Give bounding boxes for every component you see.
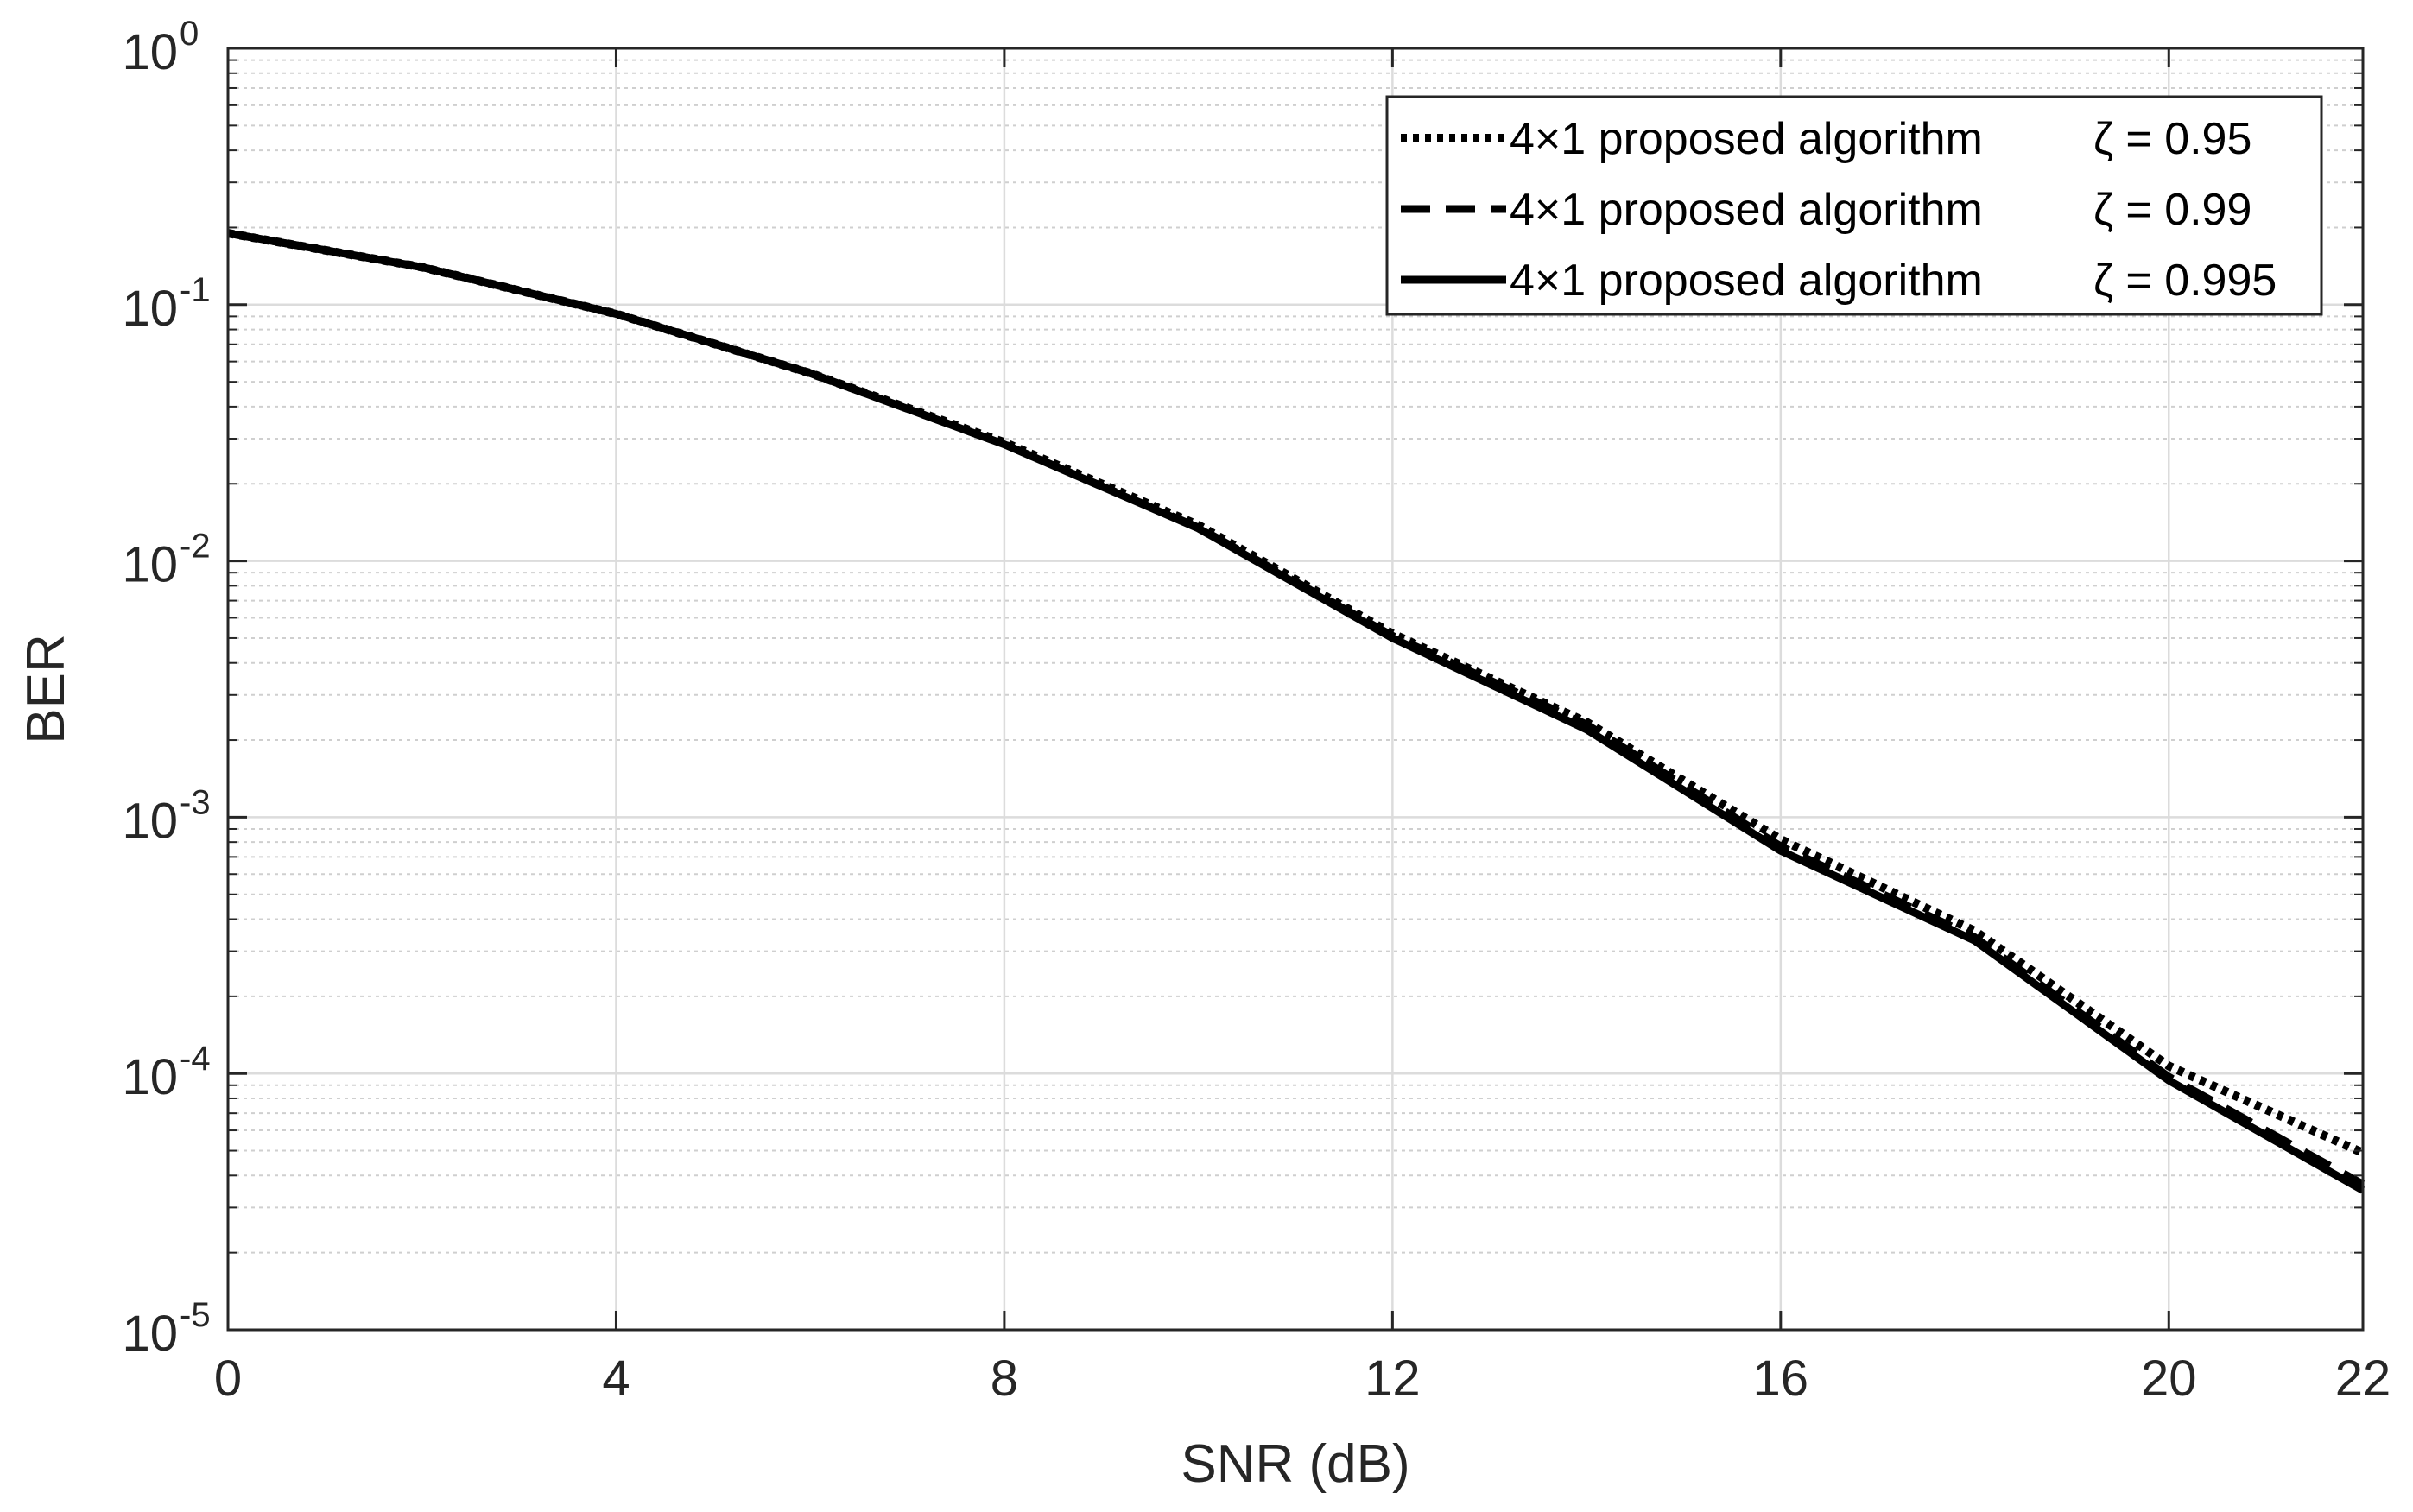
legend-label: 4×1 proposed algorithm bbox=[1510, 256, 1983, 306]
series-lines bbox=[227, 229, 2366, 1194]
y-tick-base: 10 bbox=[122, 537, 178, 593]
legend-item: 4×1 proposed algorithm ζ = 0.995 bbox=[1401, 256, 2277, 306]
axis-ticks bbox=[226, 47, 2365, 1332]
y-tick-label: 10 -4 bbox=[122, 1040, 210, 1105]
y-tick-exponent: -2 bbox=[180, 528, 211, 566]
y-tick-label: 10 -3 bbox=[122, 783, 210, 849]
y-tick-base: 10 bbox=[122, 281, 178, 337]
legend: 4×1 proposed algorithm ζ = 0.954×1 propos… bbox=[1385, 95, 2323, 316]
legend-box bbox=[1385, 95, 2323, 316]
x-tick-label: 22 bbox=[2335, 1351, 2391, 1407]
legend-parameter: ζ = 0.995 bbox=[2093, 256, 2277, 306]
y-tick-exponent: -1 bbox=[180, 271, 211, 309]
legend-item: 4×1 proposed algorithm ζ = 0.95 bbox=[1401, 114, 2252, 164]
legend-label: 4×1 proposed algorithm bbox=[1510, 114, 1983, 164]
legend-parameter: ζ = 0.95 bbox=[2093, 114, 2252, 164]
legend-item: 4×1 proposed algorithm ζ = 0.99 bbox=[1401, 185, 2252, 235]
x-tick-label: 20 bbox=[2141, 1351, 2197, 1407]
y-tick-label: 10 0 bbox=[122, 15, 199, 80]
x-tick-label: 4 bbox=[602, 1351, 630, 1407]
series-line-solid bbox=[227, 229, 2366, 1194]
x-tick-label: 16 bbox=[1753, 1351, 1809, 1407]
y-tick-label: 10 -2 bbox=[122, 528, 210, 593]
legend-label: 4×1 proposed algorithm bbox=[1510, 185, 1983, 235]
plot-area-frame bbox=[226, 47, 2365, 1332]
y-tick-label: 10 -1 bbox=[122, 271, 210, 337]
y-tick-base: 10 bbox=[122, 1049, 178, 1105]
y-tick-exponent: 0 bbox=[180, 15, 199, 53]
x-tick-label: 8 bbox=[991, 1351, 1018, 1407]
y-tick-label: 10 -5 bbox=[122, 1296, 210, 1362]
y-tick-base: 10 bbox=[122, 24, 178, 80]
x-tick-label: 12 bbox=[1365, 1351, 1421, 1407]
y-tick-base: 10 bbox=[122, 793, 178, 849]
tick-labels: 10 010 -110 -210 -310 -410 -50 4 8 12 16 20 22 bbox=[122, 15, 2391, 1407]
x-tick-label: 0 bbox=[214, 1351, 242, 1407]
legend-parameter: ζ = 0.99 bbox=[2093, 185, 2252, 235]
y-axis-label: BER bbox=[16, 634, 76, 743]
y-tick-base: 10 bbox=[122, 1306, 178, 1362]
y-tick-exponent: -3 bbox=[180, 783, 211, 821]
y-tick-exponent: -5 bbox=[180, 1296, 211, 1334]
y-tick-exponent: -4 bbox=[180, 1040, 211, 1078]
x-axis-label: SNR (dB) bbox=[1181, 1434, 1409, 1494]
